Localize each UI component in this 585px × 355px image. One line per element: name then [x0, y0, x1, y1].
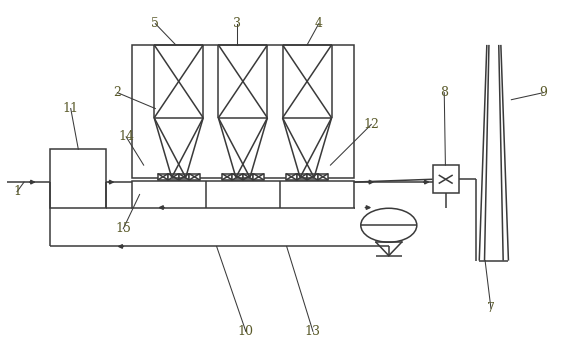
Bar — [132, 45, 354, 178]
Text: 2: 2 — [113, 86, 121, 99]
Bar — [297, 174, 307, 180]
Text: 11: 11 — [63, 102, 79, 115]
Bar — [50, 149, 106, 208]
Text: 3: 3 — [233, 17, 241, 30]
Text: 15: 15 — [115, 222, 131, 235]
Bar — [232, 174, 243, 180]
Bar — [432, 165, 459, 193]
Bar — [222, 174, 232, 180]
Bar — [318, 174, 328, 180]
Bar — [189, 174, 199, 180]
Text: 8: 8 — [441, 86, 448, 99]
Text: 7: 7 — [487, 302, 495, 315]
Bar — [168, 174, 178, 180]
Text: 4: 4 — [315, 17, 323, 30]
Text: 12: 12 — [363, 118, 379, 131]
Bar — [158, 174, 168, 180]
Text: 14: 14 — [118, 130, 134, 143]
Text: 13: 13 — [305, 325, 321, 338]
Bar — [243, 174, 253, 180]
Text: 5: 5 — [152, 17, 159, 30]
Text: 9: 9 — [539, 86, 548, 99]
Text: 1: 1 — [13, 185, 21, 198]
Bar — [286, 174, 297, 180]
Bar — [253, 174, 264, 180]
Bar — [178, 174, 189, 180]
Text: 10: 10 — [238, 325, 254, 338]
Bar — [132, 181, 354, 208]
Bar — [307, 174, 318, 180]
